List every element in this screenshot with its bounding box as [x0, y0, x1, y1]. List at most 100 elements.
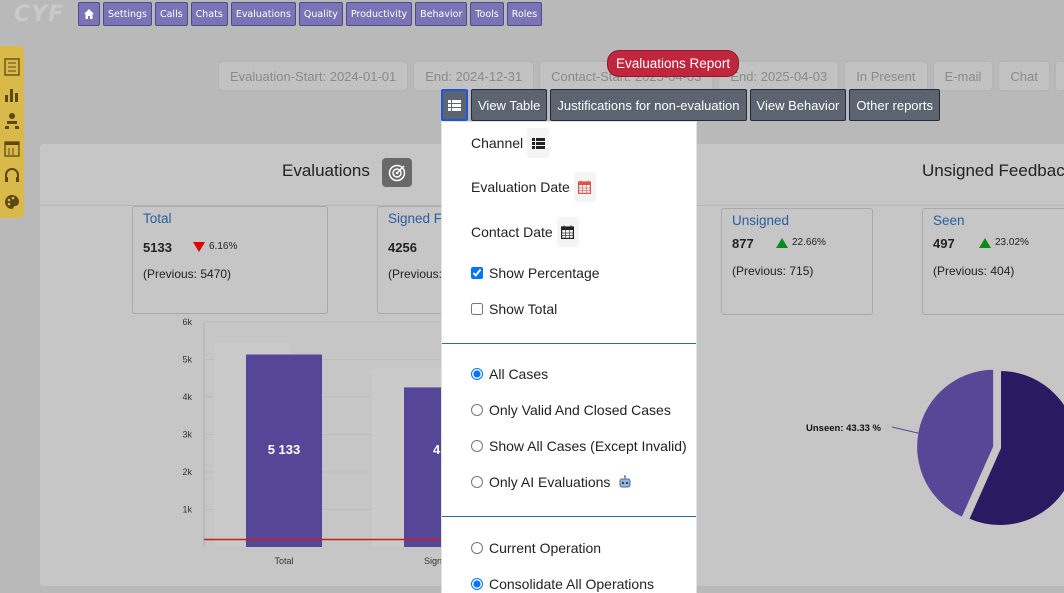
operation-radio[interactable] — [471, 578, 483, 590]
list-menu-icon — [448, 99, 461, 111]
feedback-pie-chart: Unseen: 43.33 % — [806, 367, 1064, 527]
stat-card-previous: (Previous: 5470) — [143, 267, 232, 281]
filter-in-present[interactable]: In Present — [844, 61, 928, 91]
contact-date-option[interactable]: Contact Date — [471, 217, 579, 247]
x-tick-label: Total — [274, 556, 293, 566]
other-reports-button[interactable]: Other reports — [849, 89, 940, 121]
app-logo: CYF — [14, 2, 65, 27]
nav-quality[interactable]: Quality — [298, 2, 343, 26]
nav-settings[interactable]: Settings — [103, 2, 152, 26]
filter-evaluation-end[interactable]: End: 2024-12-31 — [413, 61, 535, 91]
filter-contact-end[interactable]: End: 2025-04-03 — [718, 61, 840, 91]
nav-chats[interactable]: Chats — [190, 2, 228, 26]
stat-card-previous: (Previous: — [388, 267, 443, 281]
filter-email[interactable]: E-mail — [932, 61, 994, 91]
stat-card-value: 5133 — [143, 240, 172, 255]
stat-card-title: Seen — [933, 213, 965, 228]
case-option-valid-closed[interactable]: Only Valid And Closed Cases — [471, 402, 671, 418]
bar-current — [246, 354, 322, 547]
show-percentage-checkbox[interactable]: Show Percentage — [471, 265, 600, 281]
y-tick-label: 3k — [182, 430, 192, 440]
org-chart-icon[interactable] — [3, 110, 21, 132]
case-option-all[interactable]: All Cases — [471, 366, 548, 382]
unsigned-feedback-title: Unsigned Feedback — [922, 161, 1064, 180]
operation-radio[interactable] — [471, 542, 483, 554]
case-radio[interactable] — [471, 476, 483, 488]
stat-card-value: 4256 — [388, 240, 417, 255]
target-button[interactable] — [382, 158, 412, 187]
calendar-icon[interactable] — [3, 137, 21, 159]
stat-card-title: Unsigned — [732, 213, 790, 228]
arrow-up-icon — [776, 237, 788, 248]
bar-data-label: 5 133 — [268, 442, 301, 457]
side-toolbar — [0, 46, 24, 218]
nav-calls[interactable]: Calls — [154, 2, 188, 26]
arrow-up-icon — [979, 237, 991, 248]
pie-slice — [915, 367, 996, 520]
robot-icon — [619, 475, 631, 488]
headset-icon[interactable] — [3, 164, 21, 186]
bar-chart-icon[interactable] — [3, 83, 21, 105]
stat-card-delta: 22.66% — [776, 237, 826, 248]
home-button[interactable] — [78, 2, 100, 26]
nav-evaluations[interactable]: Evaluations — [230, 2, 296, 26]
nav-tools[interactable]: Tools — [470, 2, 504, 26]
bar-current — [404, 387, 446, 547]
menu-toggle-button[interactable] — [441, 89, 468, 121]
filter-more[interactable]: T — [1054, 61, 1064, 91]
channel-option[interactable]: Channel — [471, 128, 550, 158]
pie-slice — [966, 368, 1064, 527]
case-option-ai[interactable]: Only AI Evaluations — [471, 474, 632, 490]
case-radio[interactable] — [471, 440, 483, 452]
stat-card-unsigned: Unsigned 877 22.66% (Previous: 715) — [721, 208, 873, 315]
justifications-button[interactable]: Justifications for non-evaluation — [550, 89, 747, 121]
stat-card-delta: 6.16% — [193, 241, 237, 252]
stat-card-value: 877 — [732, 236, 754, 251]
stat-card-value: 497 — [933, 236, 955, 251]
case-radio[interactable] — [471, 404, 483, 416]
pie-slice-label: Unseen: 43.33 % — [806, 423, 882, 434]
case-radio[interactable] — [471, 368, 483, 380]
stat-card-previous: (Previous: 404) — [933, 264, 1015, 278]
arrow-down-icon — [193, 241, 205, 252]
calendar-icon — [578, 180, 592, 194]
target-icon — [388, 164, 406, 181]
calendar-icon — [561, 225, 575, 239]
filter-evaluation-start[interactable]: Evaluation-Start: 2024-01-01 — [218, 61, 409, 91]
menu-divider — [442, 343, 696, 344]
nav-roles[interactable]: Roles — [506, 2, 543, 26]
y-tick-label: 6k — [182, 317, 192, 327]
filter-chat[interactable]: Chat — [998, 61, 1050, 91]
menu-divider — [442, 516, 696, 517]
top-navigation: Settings Calls Chats Evaluations Quality… — [78, 2, 543, 26]
stat-card-total: Total 5133 6.16% (Previous: 5470) — [132, 206, 328, 314]
evaluation-date-option[interactable]: Evaluation Date — [471, 172, 596, 202]
view-behavior-button[interactable]: View Behavior — [749, 89, 847, 121]
show-total-input[interactable] — [471, 303, 483, 315]
list-icon[interactable] — [3, 56, 21, 78]
show-total-checkbox[interactable]: Show Total — [471, 301, 557, 317]
stat-card-title: Total — [143, 211, 172, 226]
operation-option-consolidate[interactable]: Consolidate All Operations — [471, 576, 654, 592]
list-icon — [531, 137, 545, 149]
options-dropdown-menu: Channel Evaluation Date Contact Date Sho… — [441, 121, 697, 593]
stat-card-previous: (Previous: 715) — [732, 264, 814, 278]
case-option-except-invalid[interactable]: Show All Cases (Except Invalid) — [471, 438, 687, 454]
stat-card-title: Signed Fe — [388, 211, 450, 226]
nav-productivity[interactable]: Productivity — [345, 2, 413, 26]
evaluations-title: Evaluations — [282, 161, 370, 180]
operation-option-current[interactable]: Current Operation — [471, 540, 601, 556]
stat-card-delta: 23.02% — [979, 237, 1029, 248]
view-table-button[interactable]: View Table — [471, 89, 548, 121]
y-tick-label: 5k — [182, 355, 192, 365]
show-percentage-input[interactable] — [471, 267, 483, 279]
y-tick-label: 4k — [182, 392, 192, 402]
action-bar: View Table Justifications for non-evalua… — [441, 89, 940, 121]
nav-behavior[interactable]: Behavior — [415, 2, 468, 26]
palette-icon[interactable] — [3, 191, 21, 213]
stat-card-seen: Seen 497 23.02% (Previous: 404) — [922, 208, 1064, 315]
x-tick-label: Signed F — [424, 556, 446, 566]
y-tick-label: 1k — [182, 505, 192, 515]
home-icon — [84, 9, 94, 19]
